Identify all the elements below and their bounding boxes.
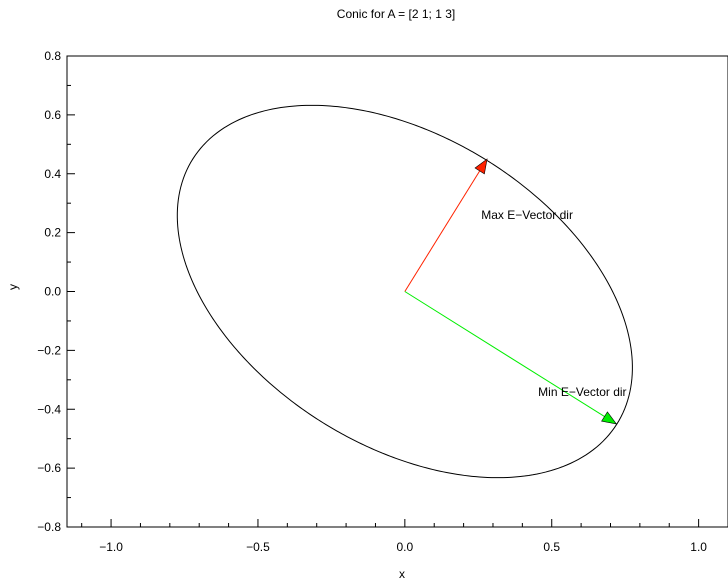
y-axis-label: y (6, 284, 20, 290)
eigenvector-arrowhead (474, 158, 488, 175)
y-tick-label: 0.6 (44, 108, 61, 122)
y-tick-label: 0.0 (44, 285, 61, 299)
y-axis-ticks: −0.8 −0.6 −0.4 −0.2 0.0 0.2 0.4 0.6 0.8 (37, 49, 75, 534)
conic-ellipse (176, 104, 633, 479)
y-tick-label: 0.2 (44, 226, 61, 240)
y-tick-label: −0.4 (37, 402, 61, 416)
x-tick-label: 0.5 (543, 540, 560, 554)
eigenvector-line (404, 291, 617, 425)
eigenvector-label: Min E−Vector dir (538, 385, 626, 399)
x-axis-ticks: −1.0 −0.5 0.0 0.5 1.0 (81, 519, 728, 554)
x-tick-label: 0.0 (397, 540, 414, 554)
x-axis-label: x (399, 567, 405, 581)
x-tick-label: 1.0 (690, 540, 707, 554)
eigenvector-arrows: Max E−Vector dir Min E−Vector dir (404, 158, 627, 425)
y-tick-label: −0.2 (37, 343, 61, 357)
x-tick-label: −1.0 (99, 540, 123, 554)
eigenvector-arrowhead (601, 411, 618, 425)
x-tick-label: −0.5 (246, 540, 270, 554)
y-tick-label: 0.4 (44, 167, 61, 181)
eigenvector-label: Max E−Vector dir (481, 208, 573, 222)
y-tick-label: −0.6 (37, 461, 61, 475)
y-tick-label: −0.8 (37, 520, 61, 534)
plot-area-frame (66, 55, 728, 528)
chart-title: Conic for A = [2 1; 1 3] (337, 7, 455, 21)
eigenvector-line (404, 158, 488, 292)
y-tick-label: 0.8 (44, 49, 61, 63)
